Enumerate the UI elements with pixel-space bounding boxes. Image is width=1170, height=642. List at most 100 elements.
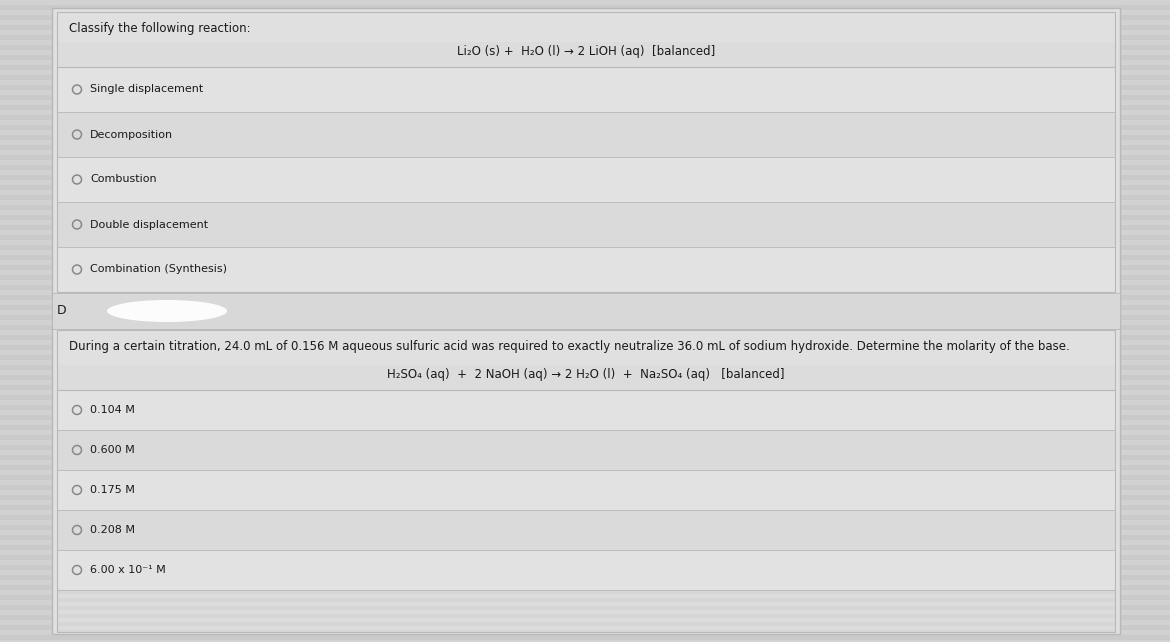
Text: 0.104 M: 0.104 M xyxy=(90,405,135,415)
Bar xyxy=(0,205,1170,210)
Bar xyxy=(0,60,1170,65)
Bar xyxy=(57,60,1115,64)
Bar xyxy=(57,510,1115,550)
Bar xyxy=(57,482,1115,486)
Bar xyxy=(57,176,1115,180)
Bar xyxy=(57,67,1115,112)
Bar xyxy=(0,290,1170,295)
Bar xyxy=(57,80,1115,84)
Bar xyxy=(0,180,1170,185)
Bar xyxy=(0,35,1170,40)
Bar xyxy=(0,360,1170,365)
Bar xyxy=(57,330,1115,390)
Bar xyxy=(0,520,1170,525)
Bar xyxy=(0,80,1170,85)
Bar xyxy=(0,505,1170,510)
Text: Classify the following reaction:: Classify the following reaction: xyxy=(69,22,250,35)
Bar xyxy=(57,32,1115,36)
Bar xyxy=(0,525,1170,530)
Bar xyxy=(57,365,1115,393)
Bar xyxy=(0,85,1170,90)
Bar xyxy=(57,390,1115,394)
Bar xyxy=(0,630,1170,635)
Bar xyxy=(57,430,1115,434)
Bar xyxy=(0,555,1170,560)
Bar xyxy=(0,165,1170,170)
Bar xyxy=(57,330,1115,632)
Bar xyxy=(0,10,1170,15)
Bar xyxy=(57,610,1115,614)
Bar xyxy=(57,594,1115,598)
Bar xyxy=(57,184,1115,188)
Bar xyxy=(57,626,1115,630)
Bar xyxy=(57,418,1115,422)
Bar xyxy=(57,216,1115,220)
Bar xyxy=(51,293,1120,329)
Text: During a certain titration, 24.0 mL of 0.156 M aqueous sulfuric acid was require: During a certain titration, 24.0 mL of 0… xyxy=(69,340,1069,353)
Bar xyxy=(57,180,1115,184)
Bar xyxy=(0,440,1170,445)
Bar xyxy=(57,76,1115,80)
Bar xyxy=(57,120,1115,124)
Bar xyxy=(0,250,1170,255)
Bar xyxy=(57,204,1115,208)
Bar xyxy=(0,595,1170,600)
Bar xyxy=(57,526,1115,530)
Bar xyxy=(0,285,1170,290)
Bar xyxy=(57,144,1115,148)
Bar xyxy=(57,486,1115,490)
Bar xyxy=(0,15,1170,20)
Bar xyxy=(0,325,1170,330)
Bar xyxy=(0,320,1170,325)
Bar xyxy=(57,40,1115,44)
Bar xyxy=(57,268,1115,272)
Bar xyxy=(0,275,1170,280)
Text: Single displacement: Single displacement xyxy=(90,85,204,94)
Bar xyxy=(57,104,1115,108)
Bar xyxy=(0,535,1170,540)
Bar xyxy=(57,12,1115,16)
Bar xyxy=(57,382,1115,386)
Bar xyxy=(57,614,1115,618)
Bar xyxy=(57,156,1115,160)
Bar xyxy=(57,550,1115,590)
Bar xyxy=(57,44,1115,48)
Bar xyxy=(57,358,1115,362)
Bar xyxy=(0,435,1170,440)
Bar xyxy=(57,506,1115,510)
Text: H₂SO₄ (aq)  +  2 NaOH (aq) → 2 H₂O (l)  +  Na₂SO₄ (aq)   [balanced]: H₂SO₄ (aq) + 2 NaOH (aq) → 2 H₂O (l) + N… xyxy=(387,368,785,381)
Bar xyxy=(0,355,1170,360)
Bar xyxy=(57,20,1115,24)
Bar xyxy=(0,560,1170,565)
Bar xyxy=(0,640,1170,642)
Bar xyxy=(57,72,1115,76)
Bar xyxy=(57,402,1115,406)
Bar xyxy=(57,498,1115,502)
Bar xyxy=(57,12,1115,292)
Bar xyxy=(0,120,1170,125)
Bar xyxy=(57,442,1115,446)
Bar xyxy=(57,116,1115,120)
Bar xyxy=(0,105,1170,110)
Bar xyxy=(57,606,1115,610)
Bar xyxy=(57,264,1115,268)
Bar xyxy=(0,255,1170,260)
Bar xyxy=(0,245,1170,250)
Bar xyxy=(0,405,1170,410)
Text: 0.175 M: 0.175 M xyxy=(90,485,135,495)
Bar xyxy=(57,374,1115,378)
Bar xyxy=(57,212,1115,216)
Bar xyxy=(57,398,1115,402)
Bar xyxy=(57,338,1115,342)
Bar xyxy=(0,215,1170,220)
Bar xyxy=(57,288,1115,292)
Bar xyxy=(57,140,1115,144)
Bar xyxy=(0,565,1170,570)
Bar xyxy=(0,385,1170,390)
Bar xyxy=(0,235,1170,240)
Bar xyxy=(0,265,1170,270)
Bar xyxy=(0,185,1170,190)
Bar xyxy=(57,550,1115,554)
Bar xyxy=(57,272,1115,276)
Bar xyxy=(57,546,1115,550)
